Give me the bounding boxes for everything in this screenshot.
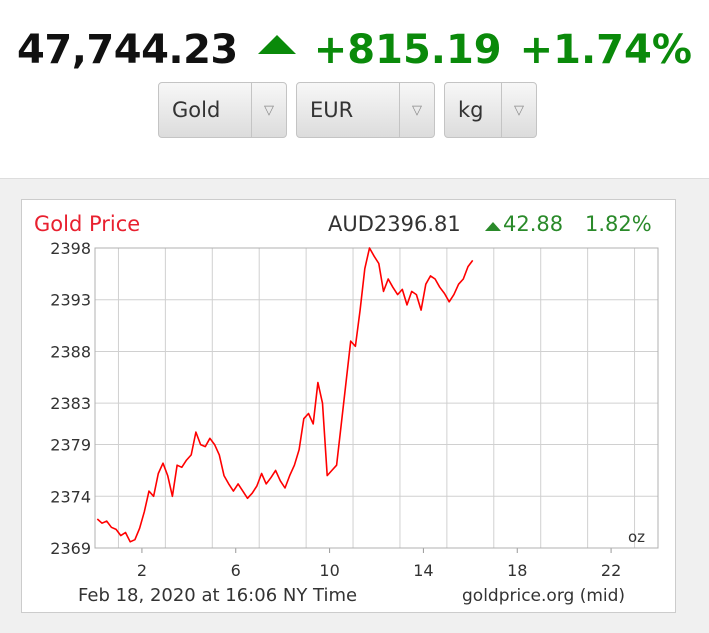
y-tick-label: 2388 [50,342,91,361]
chart-change: 42.88 [503,212,563,236]
x-tick-label: 18 [507,561,527,580]
chevron-down-icon[interactable]: ▽ [501,83,536,137]
currency-select-value: EUR [310,98,354,122]
chevron-down-icon[interactable]: ▽ [251,83,286,137]
x-tick-label: 2 [137,561,147,580]
y-tick-label: 2393 [50,291,91,310]
y-tick-label: 2379 [50,436,91,455]
x-tick-label: 14 [413,561,433,580]
chevron-down-icon[interactable]: ▽ [399,83,434,137]
chart-arrow-up-icon [485,222,501,231]
metal-select-value: Gold [172,98,221,122]
price-series-line [96,247,474,543]
price-ticker: 47,744.23 +815.19 +1.74% [0,22,709,78]
unit-select[interactable]: kg ▽ [444,82,537,138]
unit-label: oz [628,528,645,546]
price-change: +815.19 [313,27,502,73]
chart-title: Gold Price [34,212,140,236]
x-axis-labels: 2 6 10 14 18 22 [137,548,621,580]
currency-select[interactable]: EUR ▽ [296,82,435,138]
x-tick-label: 22 [601,561,621,580]
y-axis-labels: 2398 2393 2388 2383 2379 2374 2369 [50,239,91,558]
unit-select-value: kg [458,98,484,122]
chart-grid [95,247,658,549]
x-tick-label: 6 [231,561,241,580]
x-tick-label: 10 [319,561,339,580]
y-tick-label: 2398 [50,239,91,258]
chart-change-percent: 1.82% [585,212,652,236]
gold-price-chart: 2398 2393 2388 2383 2379 2374 2369 2 6 10 14 18 22 … [21,199,676,613]
chart-current-price: AUD2396.81 [328,212,461,236]
chart-source: goldprice.org (mid) [462,586,625,606]
plot-frame [94,247,659,549]
y-tick-label: 2369 [50,539,91,558]
arrow-up-icon [257,34,296,54]
metal-select[interactable]: Gold ▽ [158,82,287,138]
price-change-percent: +1.74% [519,27,692,73]
y-tick-label: 2374 [50,487,91,506]
y-tick-label: 2383 [50,394,91,413]
chart-timestamp: Feb 18, 2020 at 16:06 NY Time [78,585,357,606]
current-price: 47,744.23 [17,27,238,73]
